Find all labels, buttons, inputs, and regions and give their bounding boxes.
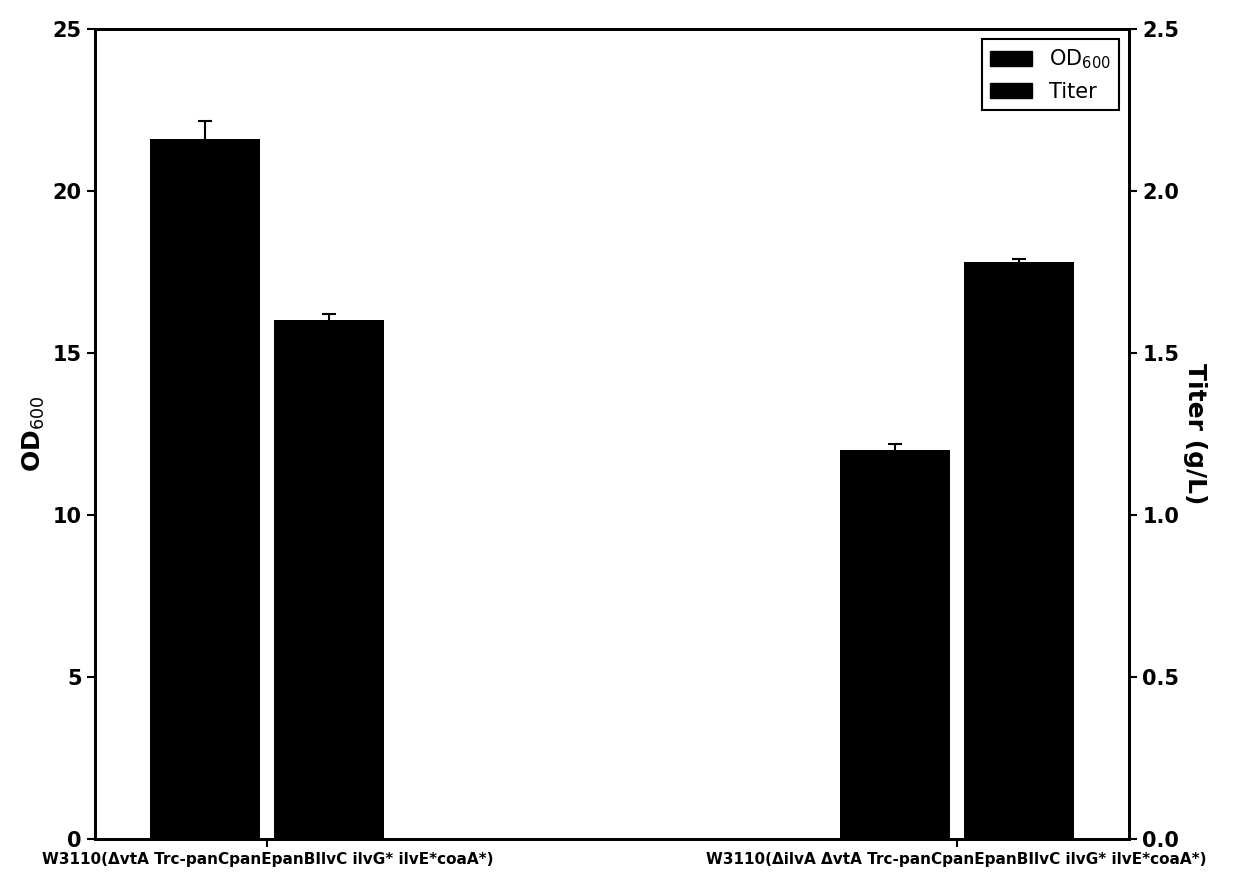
Bar [963, 262, 1074, 839]
Legend: OD$_{600}$, Titer: OD$_{600}$, Titer [982, 39, 1118, 110]
Y-axis label: Titer (g/L): Titer (g/L) [1183, 363, 1207, 504]
Y-axis label: OD$_{600}$: OD$_{600}$ [21, 396, 47, 472]
Bar [274, 321, 384, 839]
Bar [150, 139, 260, 839]
Bar [839, 450, 950, 839]
